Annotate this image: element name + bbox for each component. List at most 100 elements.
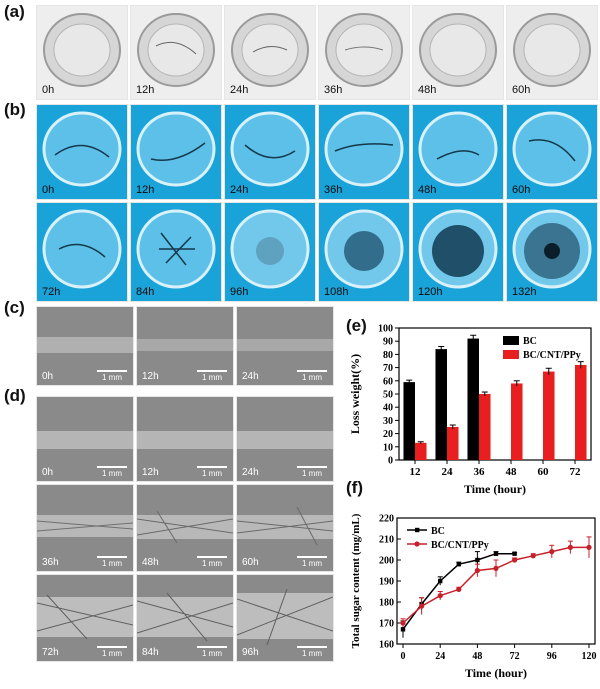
y-tick-label: 50 bbox=[383, 390, 393, 401]
sugar-content-chart: 160 170 180 190 200 210 220 0 24 48 72 96 120 Time (h… bbox=[350, 513, 597, 680]
bar-bc-cnt-ppy bbox=[447, 427, 459, 460]
dish-icon bbox=[137, 13, 215, 87]
dish-photo: 108h bbox=[318, 202, 410, 302]
x-tick-label: 60 bbox=[538, 466, 550, 478]
scale-bar: 1 mm bbox=[297, 370, 327, 382]
bar-bc bbox=[403, 382, 415, 460]
x-tick-label: 24 bbox=[435, 651, 445, 662]
time-label: 120h bbox=[418, 286, 443, 298]
sem-image: 36h 1 mm bbox=[36, 484, 134, 572]
dish-icon bbox=[230, 111, 310, 187]
time-label: 24h bbox=[230, 84, 249, 96]
dish-icon bbox=[324, 111, 404, 187]
scale-bar: 1 mm bbox=[297, 646, 327, 658]
dish-photo: 36h bbox=[318, 104, 410, 200]
bar-bc bbox=[467, 338, 479, 460]
fiber-icon bbox=[237, 506, 333, 546]
panel-label-c: (c) bbox=[4, 298, 25, 317]
dish-icon bbox=[325, 13, 403, 87]
panel-label-a: (a) bbox=[4, 2, 25, 21]
time-label: 36h bbox=[324, 84, 343, 96]
dish-photo: 36h bbox=[318, 5, 410, 100]
y-tick-label: 180 bbox=[379, 598, 394, 609]
legend-swatch bbox=[503, 336, 519, 345]
dish-photo: 0h bbox=[36, 5, 128, 100]
time-label: 96h bbox=[230, 286, 249, 298]
time-label: 96h bbox=[242, 647, 259, 658]
legend-label: BC/CNT/PPy bbox=[431, 540, 489, 551]
time-label: 60h bbox=[242, 557, 259, 568]
bar-bc bbox=[435, 349, 447, 460]
dish-icon bbox=[42, 209, 122, 289]
y-tick-label: 60 bbox=[383, 376, 393, 387]
dish-icon bbox=[136, 209, 216, 289]
dish-photo: 132h bbox=[506, 202, 598, 302]
dish-photo: 120h bbox=[412, 202, 504, 302]
fiber-icon bbox=[137, 431, 233, 449]
data-point bbox=[512, 557, 518, 563]
scale-bar: 1 mm bbox=[97, 370, 127, 382]
scale-bar: 1 mm bbox=[197, 370, 227, 382]
legend-label: BC bbox=[523, 336, 537, 347]
time-label: 12h bbox=[136, 184, 155, 196]
dish-photo: 24h bbox=[224, 104, 316, 200]
y-axis-label: Total sugar content (mg/mL) bbox=[350, 513, 362, 648]
y-tick-label: 170 bbox=[379, 619, 394, 630]
data-point bbox=[438, 578, 443, 584]
time-label: 12h bbox=[136, 84, 155, 96]
data-point bbox=[437, 593, 443, 599]
sem-image: 24h 1 mm bbox=[236, 396, 334, 482]
x-tick-label: 24 bbox=[442, 466, 454, 478]
dish-photo: 60h bbox=[506, 104, 598, 200]
time-label: 0h bbox=[42, 84, 55, 96]
time-label: 0h bbox=[42, 467, 54, 478]
bar-bc-cnt-ppy bbox=[575, 364, 587, 460]
y-tick-label: 80 bbox=[383, 350, 393, 361]
time-label: 12h bbox=[142, 371, 159, 382]
data-point bbox=[549, 549, 555, 555]
fiber-icon bbox=[37, 594, 133, 640]
time-label: 24h bbox=[242, 371, 259, 382]
x-tick-label: 12 bbox=[410, 466, 422, 478]
data-point bbox=[475, 557, 480, 563]
time-label: 72h bbox=[42, 286, 61, 298]
dish-photo: 48h bbox=[412, 104, 504, 200]
plot-frame bbox=[398, 327, 592, 461]
time-label: 36h bbox=[42, 557, 59, 568]
sem-image: 0h 1 mm bbox=[36, 396, 134, 482]
time-label: 108h bbox=[324, 286, 349, 298]
data-point bbox=[456, 586, 462, 592]
data-point bbox=[493, 565, 499, 571]
scale-bar: 1 mm bbox=[97, 466, 127, 478]
time-label: 48h bbox=[418, 184, 437, 196]
time-label: 48h bbox=[142, 557, 159, 568]
dish-icon bbox=[42, 111, 122, 187]
time-label: 132h bbox=[512, 286, 537, 298]
scale-bar: 1 mm bbox=[97, 646, 127, 658]
data-point bbox=[493, 551, 499, 556]
fiber-icon bbox=[237, 588, 333, 646]
plot-frame bbox=[396, 517, 596, 645]
dish-icon bbox=[324, 209, 404, 289]
time-label: 48h bbox=[418, 84, 437, 96]
sem-image: 12h 1 mm bbox=[136, 306, 234, 386]
time-label: 12h bbox=[142, 467, 159, 478]
fiber-icon bbox=[137, 339, 233, 351]
dish-icon bbox=[43, 13, 121, 87]
dish-photo: 12h bbox=[130, 5, 222, 100]
y-tick-label: 100 bbox=[378, 324, 393, 335]
scale-bar: 1 mm bbox=[197, 466, 227, 478]
scale-bar: 1 mm bbox=[197, 646, 227, 658]
dish-icon bbox=[419, 13, 497, 87]
bar-bc-cnt-ppy bbox=[479, 394, 491, 460]
dish-photo: 60h bbox=[506, 5, 598, 100]
time-label: 36h bbox=[324, 184, 343, 196]
dish-icon bbox=[513, 13, 591, 87]
dish-photo: 96h bbox=[224, 202, 316, 302]
dish-photo: 48h bbox=[412, 5, 504, 100]
y-tick-label: 160 bbox=[379, 640, 394, 651]
dish-icon bbox=[231, 13, 309, 87]
legend-marker bbox=[415, 527, 420, 533]
x-tick-label: 36 bbox=[474, 466, 486, 478]
y-axis-label: Loss weight(%) bbox=[348, 354, 362, 434]
